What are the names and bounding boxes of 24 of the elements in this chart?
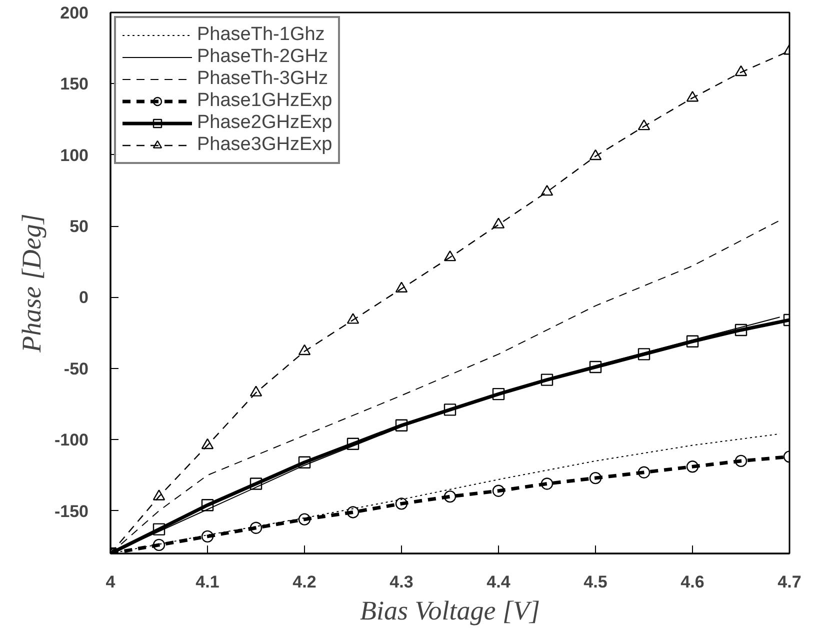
legend-label: PhaseTh-2GHz xyxy=(197,46,328,68)
y-tick-label: -150 xyxy=(54,502,89,521)
y-tick-label: 200 xyxy=(60,4,89,22)
x-axis-title: Bias Voltage [V] xyxy=(360,596,540,626)
legend-label: PhaseTh-1Ghz xyxy=(197,24,325,46)
x-tick-label: 4.3 xyxy=(390,572,414,592)
x-tick-label: 4.2 xyxy=(292,572,316,592)
x-tick-label: 4.5 xyxy=(584,572,608,592)
legend-label: Phase2GHzExp xyxy=(197,112,332,134)
x-tick-label: 4.7 xyxy=(778,572,802,592)
y-tick-label: -100 xyxy=(54,430,89,450)
x-tick-label: 4.6 xyxy=(680,572,704,592)
x-tick-label: 4.1 xyxy=(196,572,220,592)
x-tick-label: 4 xyxy=(106,572,116,592)
y-tick-label: 50 xyxy=(70,217,89,236)
y-tick-label: 100 xyxy=(60,146,89,165)
x-tick-label: 4.4 xyxy=(486,572,511,592)
legend-label: PhaseTh-3GHz xyxy=(197,68,328,90)
y-axis-title: Phase [Deg] xyxy=(16,214,46,354)
y-tick-label: 0 xyxy=(79,288,89,308)
legend-label: Phase3GHzExp xyxy=(197,134,332,156)
legend-label: Phase1GHzExp xyxy=(197,90,332,112)
y-tick-label: -50 xyxy=(64,359,89,378)
y-tick-label: 150 xyxy=(60,74,89,94)
